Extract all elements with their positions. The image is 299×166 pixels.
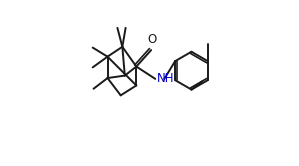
Text: NH: NH [157,72,174,85]
Text: O: O [147,33,157,46]
